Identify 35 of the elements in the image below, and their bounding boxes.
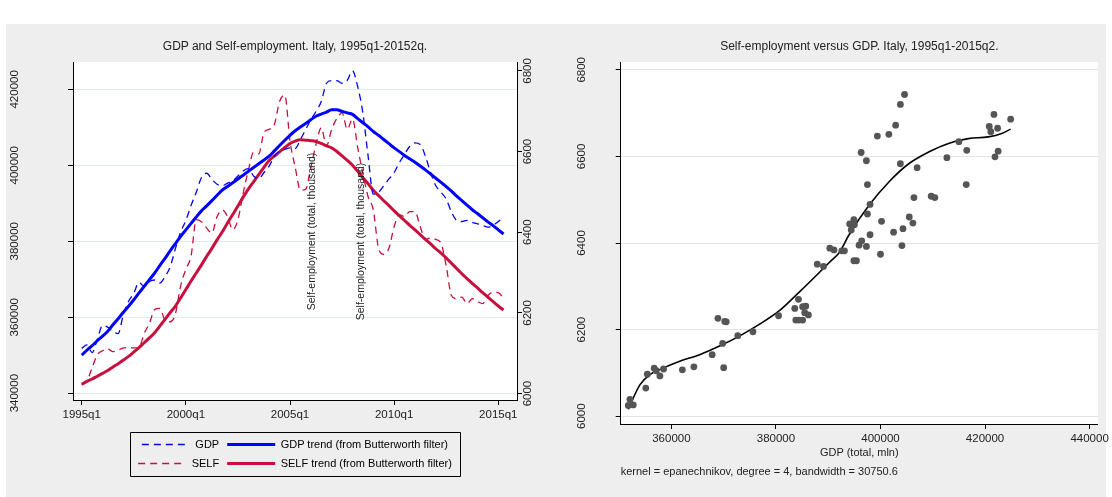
text: kernel = epanechnikov, degree = 4, bandwidth = 30750.6 xyxy=(620,465,898,478)
y2-tick-label: 6600 xyxy=(520,138,533,165)
y2-tick-label: 6200 xyxy=(520,300,533,326)
x-tick-label: 400000 xyxy=(861,432,900,445)
y-tick-label: 380000 xyxy=(8,222,21,261)
y2-tick-label: 6000 xyxy=(520,380,533,407)
x-tick-label: 360000 xyxy=(652,432,691,445)
annotation: Self-employment (total, thousand) xyxy=(354,162,367,321)
x-tick-label: 2015q1 xyxy=(479,408,518,421)
y-tick-label: 420000 xyxy=(8,70,21,109)
y-tick-label: 6000 xyxy=(574,403,587,429)
legend-label: SELF xyxy=(191,456,220,469)
chart-title: GDP and Self-employment. Italy, 1995q1-20152q. xyxy=(162,39,428,54)
y-tick-label: 6600 xyxy=(574,143,587,170)
legend-label: GDP trend (from Butterworth filter) xyxy=(280,437,448,450)
y2-tick-label: 6800 xyxy=(520,58,533,84)
y-tick-label: 6200 xyxy=(574,316,587,343)
x-axis-title: GDP (total, mln) xyxy=(820,446,899,459)
y-tick-label: 6400 xyxy=(574,230,587,256)
y-tick-label: 6800 xyxy=(574,57,587,83)
y2-tick-label: 6400 xyxy=(520,219,533,246)
x-tick-label: 440000 xyxy=(1070,432,1109,445)
y-tick-label: 360000 xyxy=(8,298,21,337)
x-tick-label: 2000q1 xyxy=(166,408,206,421)
x-tick-label: 380000 xyxy=(756,432,796,445)
x-tick-label: 1995q1 xyxy=(62,408,101,421)
x-tick-label: 420000 xyxy=(965,432,1005,445)
x-tick-label: 2005q1 xyxy=(270,408,310,421)
annotation: Self-employment (total, thousand) xyxy=(304,152,317,311)
y-tick-label: 340000 xyxy=(8,373,21,413)
y-tick-label: 400000 xyxy=(8,146,21,185)
chart-title: Self-employment versus GDP. Italy, 1995q1-2015q2. xyxy=(720,39,999,54)
legend-label: GDP xyxy=(195,437,220,450)
legend-label: SELF trend (from Butterworth filter) xyxy=(280,456,452,469)
x-tick-label: 2010q1 xyxy=(374,408,414,421)
